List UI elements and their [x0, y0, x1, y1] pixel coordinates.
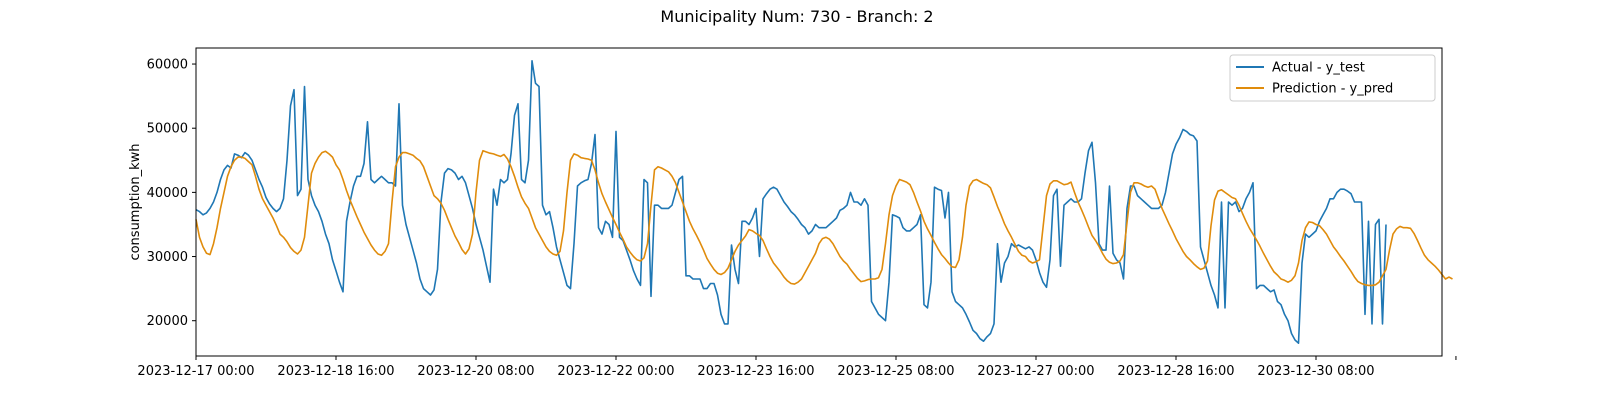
x-tick-label: 2023-12-27 00:00: [977, 364, 1094, 379]
y-tick-label: 60000: [147, 58, 188, 73]
x-tick-label: 2023-12-18 16:00: [277, 364, 394, 379]
x-tick-label: 2023-12-28 16:00: [1117, 364, 1234, 379]
x-tick-label: 2023-12-17 00:00: [137, 364, 254, 379]
legend-label: Prediction - y_pred: [1272, 82, 1393, 97]
series-layer: [195, 59, 1453, 345]
legend-box: [1229, 54, 1436, 102]
axes: 20000 30000 40000 50000 60000 2023-12-17 00:0…: [137, 58, 1457, 379]
y-tick-label: 30000: [147, 250, 188, 265]
y-tick-label: 20000: [147, 314, 188, 329]
x-tick-label: 2023-12-23 16:00: [697, 364, 814, 379]
x-tick-label: 2023-12-30 08:00: [1257, 364, 1374, 379]
series-line-prediction: [195, 149, 1453, 287]
y-axis-label: consumption_kwh: [128, 143, 143, 260]
x-tick-label: 2023-12-20 08:00: [417, 364, 534, 379]
chart-title: Municipality Num: 730 - Branch: 2: [660, 7, 933, 26]
y-tick-label: 40000: [147, 186, 188, 201]
x-tick-label: 2023-12-22 00:00: [557, 364, 674, 379]
plot-frame: [195, 47, 1443, 357]
legend-label: Actual - y_test: [1272, 61, 1365, 76]
x-tick-label: 2023-12-25 08:00: [837, 364, 954, 379]
y-tick-label: 50000: [147, 122, 188, 137]
legend: Actual - y_test Prediction - y_pred: [1229, 54, 1436, 102]
